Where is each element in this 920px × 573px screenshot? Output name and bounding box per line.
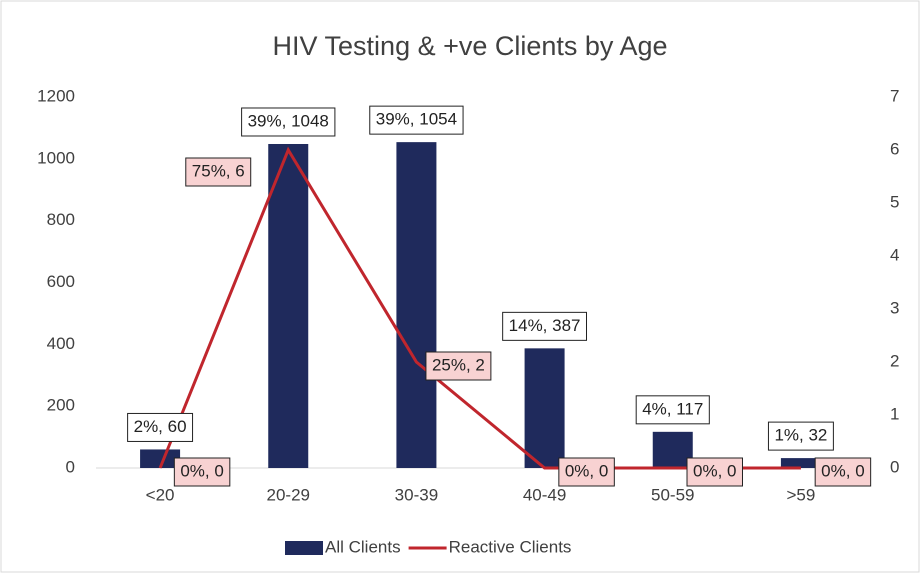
- data-label: 0%, 0: [821, 461, 864, 480]
- legend-swatch: [285, 541, 323, 555]
- bar: [140, 449, 181, 468]
- y-tick-label: 200: [47, 396, 75, 415]
- data-label-box: [127, 412, 194, 442]
- y2-tick-label: 1: [890, 404, 899, 423]
- x-tick-label: 50-59: [651, 485, 694, 504]
- data-label-box: [502, 311, 588, 341]
- data-label: 25%, 2: [432, 355, 485, 374]
- y2-tick-label: 2: [890, 351, 899, 370]
- data-label: 14%, 387: [509, 316, 581, 335]
- data-label-box: [241, 107, 336, 137]
- x-tick-label: 20-29: [267, 485, 310, 504]
- y2-tick-label: 3: [890, 298, 899, 317]
- bar: [396, 142, 437, 468]
- y2-tick-label: 5: [890, 192, 899, 211]
- data-label: 2%, 60: [134, 417, 187, 436]
- y-tick-label: 1200: [37, 86, 75, 105]
- data-label-box: [686, 457, 743, 487]
- x-tick-label: >59: [786, 485, 815, 504]
- data-label: 0%, 0: [693, 461, 736, 480]
- data-label: 1%, 32: [774, 426, 827, 445]
- y-tick-label: 400: [47, 334, 75, 353]
- y2-tick-label: 4: [890, 245, 899, 264]
- chart-title: HIV Testing & +ve Clients by Age: [273, 31, 668, 61]
- y-tick-label: 0: [66, 457, 75, 476]
- bar: [268, 143, 309, 468]
- data-label: 0%, 0: [180, 461, 223, 480]
- y2-tick-label: 0: [890, 457, 899, 476]
- y-tick-label: 800: [47, 210, 75, 229]
- x-tick-label: <20: [146, 485, 175, 504]
- data-label-box: [767, 421, 834, 451]
- bar: [652, 431, 693, 468]
- data-label-box: [814, 457, 872, 487]
- data-label-box: [635, 395, 710, 425]
- legend-label: Reactive Clients: [449, 537, 572, 556]
- bar: [780, 458, 821, 468]
- y-tick-label: 600: [47, 272, 75, 291]
- legend-label: All Clients: [325, 537, 401, 556]
- bar: [524, 348, 565, 468]
- data-label-box: [425, 351, 492, 381]
- x-tick-label: 40-49: [523, 485, 566, 504]
- data-label: 39%, 1048: [248, 111, 329, 130]
- data-label: 0%, 0: [565, 461, 608, 480]
- data-label-box: [369, 105, 464, 135]
- data-label: 4%, 117: [642, 399, 703, 418]
- data-label-box: [185, 157, 252, 187]
- y2-tick-label: 7: [890, 86, 899, 105]
- data-label: 39%, 1054: [376, 110, 457, 129]
- data-label-box: [558, 457, 615, 487]
- y2-tick-label: 6: [890, 139, 899, 158]
- x-tick-label: 30-39: [395, 485, 438, 504]
- data-label: 75%, 6: [192, 161, 245, 180]
- data-label-box: [173, 457, 231, 487]
- y-tick-label: 1000: [37, 148, 75, 167]
